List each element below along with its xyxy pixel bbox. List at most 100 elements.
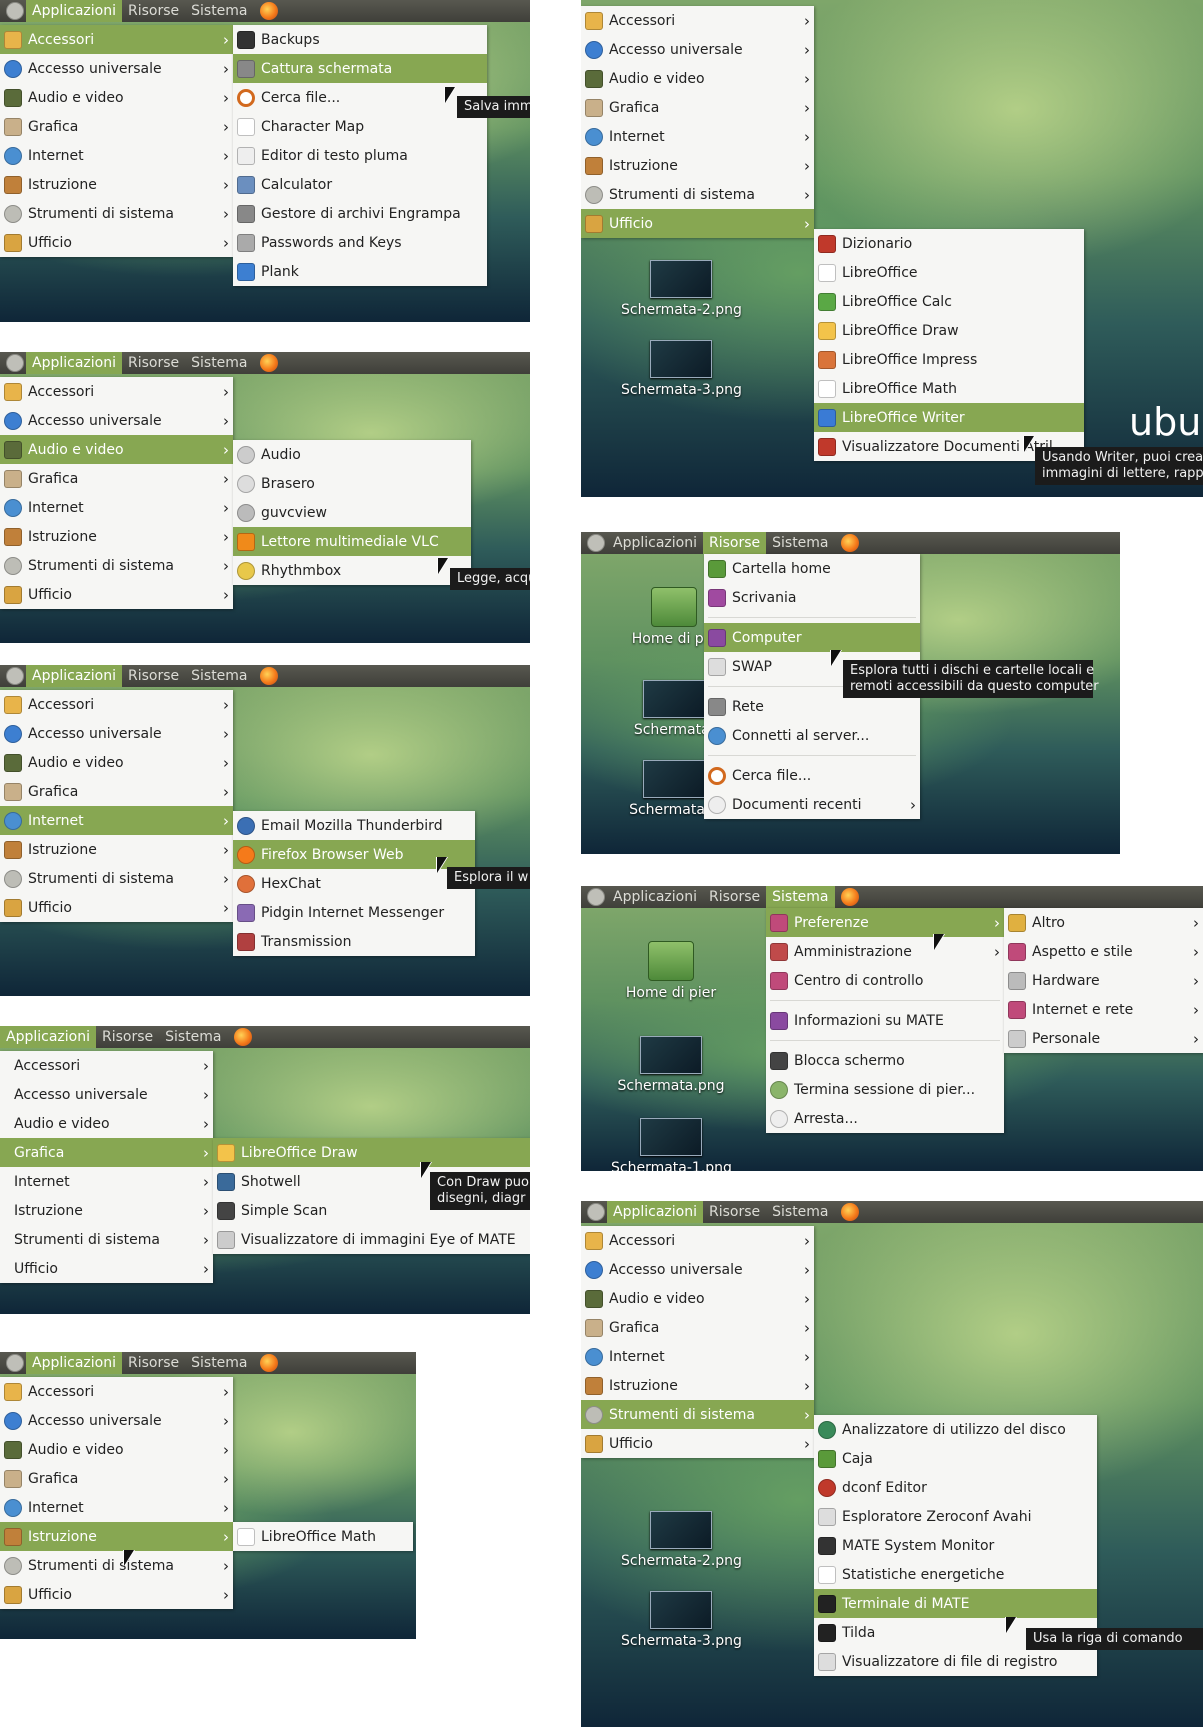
category-accesso-universale[interactable]: Accesso universale › bbox=[0, 54, 233, 83]
menu-sistema[interactable]: Sistema bbox=[191, 1355, 248, 1371]
menu-item[interactable]: Backups bbox=[233, 25, 487, 54]
menu-risorse[interactable]: Risorse bbox=[702, 532, 767, 554]
firefox-launcher-icon[interactable] bbox=[233, 1028, 252, 1046]
category-internet[interactable]: Internet › bbox=[0, 1167, 213, 1196]
desktop-icon[interactable]: Schermata-2.png bbox=[621, 1511, 742, 1569]
category-strumenti[interactable]: Strumenti di sistema › bbox=[0, 1551, 233, 1580]
menu-item[interactable]: Personale › bbox=[1004, 1024, 1203, 1053]
menu-item[interactable]: Brasero bbox=[233, 469, 471, 498]
menu-item[interactable]: Documenti recenti › bbox=[704, 790, 920, 819]
firefox-launcher-icon[interactable] bbox=[259, 1354, 278, 1372]
category-ufficio[interactable]: Ufficio › bbox=[0, 1580, 233, 1609]
menu-item[interactable]: Computer bbox=[704, 623, 920, 652]
category-ufficio[interactable]: Ufficio › bbox=[0, 893, 233, 922]
category-ufficio[interactable]: Ufficio › bbox=[581, 209, 814, 238]
menu-item[interactable]: Amministrazione › bbox=[766, 937, 1004, 966]
menu-item[interactable]: Shotwell bbox=[213, 1167, 530, 1196]
menu-risorse[interactable]: Risorse bbox=[127, 1355, 180, 1371]
menu-sistema[interactable]: Sistema bbox=[165, 1029, 222, 1045]
menu-item[interactable]: HexChat bbox=[233, 869, 475, 898]
desktop-icon[interactable]: Schermata. bbox=[619, 680, 729, 738]
category-audio-video[interactable]: Audio e video › bbox=[0, 435, 233, 464]
menu-sistema[interactable]: Sistema bbox=[772, 535, 829, 551]
menu-item[interactable]: Plank bbox=[233, 257, 487, 286]
menu-item[interactable]: Informazioni su MATE bbox=[766, 1006, 1004, 1035]
category-audio-video[interactable]: Audio e video › bbox=[0, 748, 233, 777]
category-internet[interactable]: Internet › bbox=[581, 122, 814, 151]
category-accessori[interactable]: Accessori › bbox=[0, 1051, 213, 1080]
menu-item[interactable]: LibreOffice Impress bbox=[814, 345, 1084, 374]
category-accessori[interactable]: Accessori › bbox=[0, 25, 233, 54]
menu-item[interactable]: Lettore multimediale VLC bbox=[233, 527, 471, 556]
desktop-icon[interactable]: Schermata-2.png bbox=[621, 260, 742, 318]
menu-item[interactable]: Terminale di MATE bbox=[814, 1589, 1097, 1618]
category-grafica[interactable]: Grafica › bbox=[581, 1313, 814, 1342]
menu-applicazioni[interactable]: Applicazioni bbox=[613, 889, 697, 905]
category-accesso-universale[interactable]: Accesso universale › bbox=[581, 35, 814, 64]
menu-item[interactable]: dconf Editor bbox=[814, 1473, 1097, 1502]
menu-item[interactable]: Simple Scan bbox=[213, 1196, 530, 1225]
menu-item[interactable]: Blocca schermo bbox=[766, 1046, 1004, 1075]
category-accessori[interactable]: Accessori › bbox=[581, 1226, 814, 1255]
menu-item[interactable]: Statistiche energetiche bbox=[814, 1560, 1097, 1589]
menu-item[interactable]: Altro › bbox=[1004, 908, 1203, 937]
menu-applicazioni[interactable]: Applicazioni bbox=[607, 1201, 703, 1223]
menu-sistema[interactable]: Sistema bbox=[772, 1204, 829, 1220]
category-strumenti[interactable]: Strumenti di sistema › bbox=[0, 864, 233, 893]
category-grafica[interactable]: Grafica › bbox=[0, 1464, 233, 1493]
menu-item[interactable]: Visualizzatore di file di registro bbox=[814, 1647, 1097, 1676]
menu-item[interactable]: Cattura schermata bbox=[233, 54, 487, 83]
menu-item[interactable]: LibreOffice Writer bbox=[814, 403, 1084, 432]
menu-item[interactable]: Transmission bbox=[233, 927, 475, 956]
menu-applicazioni[interactable]: Applicazioni bbox=[26, 1352, 122, 1374]
menu-item[interactable]: Analizzatore di utilizzo del disco bbox=[814, 1415, 1097, 1444]
menu-item[interactable]: Hardware › bbox=[1004, 966, 1203, 995]
menu-item[interactable]: Email Mozilla Thunderbird bbox=[233, 811, 475, 840]
category-accesso-universale[interactable]: Accesso universale › bbox=[0, 1406, 233, 1435]
menu-item[interactable]: Preferenze › bbox=[766, 908, 1004, 937]
category-audio-video[interactable]: Audio e video › bbox=[581, 1284, 814, 1313]
desktop-icon[interactable]: Home di pier bbox=[611, 941, 731, 1001]
menu-item[interactable]: Gestore di archivi Engrampa bbox=[233, 199, 487, 228]
category-accessori[interactable]: Accessori › bbox=[0, 690, 233, 719]
menu-item[interactable]: Tilda bbox=[814, 1618, 1097, 1647]
category-accesso-universale[interactable]: Accesso universale › bbox=[0, 1080, 213, 1109]
category-internet[interactable]: Internet › bbox=[0, 1493, 233, 1522]
menu-applicazioni[interactable]: Applicazioni bbox=[26, 352, 122, 374]
menu-risorse[interactable]: Risorse bbox=[101, 1029, 154, 1045]
menu-item[interactable]: Termina sessione di pier... bbox=[766, 1075, 1004, 1104]
menu-applicazioni[interactable]: Applicazioni bbox=[0, 1026, 96, 1048]
menu-item[interactable]: Scrivania bbox=[704, 583, 920, 612]
category-audio-video[interactable]: Audio e video › bbox=[0, 1435, 233, 1464]
menu-item[interactable]: LibreOffice Math bbox=[814, 374, 1084, 403]
category-internet[interactable]: Internet › bbox=[0, 493, 233, 522]
menu-item[interactable]: LibreOffice bbox=[814, 258, 1084, 287]
menu-item[interactable]: Cerca file... bbox=[704, 761, 920, 790]
firefox-launcher-icon[interactable] bbox=[840, 534, 859, 552]
menu-sistema[interactable]: Sistema bbox=[191, 668, 248, 684]
menu-item[interactable]: SWAP bbox=[704, 652, 920, 681]
firefox-launcher-icon[interactable] bbox=[259, 354, 278, 372]
desktop-icon[interactable]: Schermata-1 bbox=[619, 760, 729, 818]
category-grafica[interactable]: Grafica › bbox=[581, 93, 814, 122]
menu-item[interactable]: Audio bbox=[233, 440, 471, 469]
category-ufficio[interactable]: Ufficio › bbox=[0, 228, 233, 257]
menu-item[interactable]: Calculator bbox=[233, 170, 487, 199]
category-istruzione[interactable]: Istruzione › bbox=[0, 522, 233, 551]
menu-item[interactable]: Pidgin Internet Messenger bbox=[233, 898, 475, 927]
category-accessori[interactable]: Accessori › bbox=[0, 1377, 233, 1406]
menu-item[interactable]: LibreOffice Math bbox=[233, 1522, 413, 1551]
category-grafica[interactable]: Grafica › bbox=[0, 777, 233, 806]
menu-item[interactable]: Visualizzatore di immagini Eye of MATE bbox=[213, 1225, 530, 1254]
menu-item[interactable]: Arresta... bbox=[766, 1104, 1004, 1133]
category-accessori[interactable]: Accessori › bbox=[581, 6, 814, 35]
menu-item[interactable]: Cerca file... bbox=[233, 83, 487, 112]
category-audio-video[interactable]: Audio e video › bbox=[581, 64, 814, 93]
menu-item[interactable]: Caja bbox=[814, 1444, 1097, 1473]
menu-item[interactable]: LibreOffice Calc bbox=[814, 287, 1084, 316]
menu-item[interactable]: LibreOffice Draw bbox=[814, 316, 1084, 345]
category-grafica[interactable]: Grafica › bbox=[0, 464, 233, 493]
category-accessori[interactable]: Accessori › bbox=[0, 377, 233, 406]
desktop-icon[interactable]: Schermata-3.png bbox=[621, 1591, 742, 1649]
menu-sistema[interactable]: Sistema bbox=[766, 886, 835, 908]
